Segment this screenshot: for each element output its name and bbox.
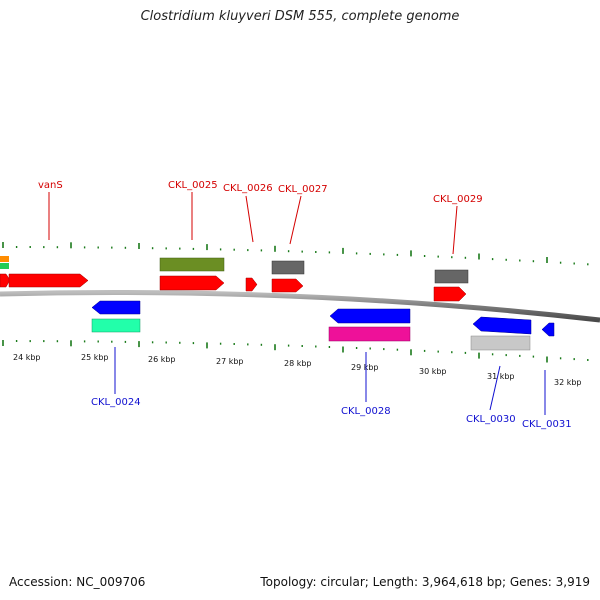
gene-CKL_0029-pseudo[interactable] [434, 269, 469, 284]
gene-label-CKL_0027[interactable]: CKL_0027 [278, 184, 328, 195]
gene-CKL_0024-rna[interactable] [91, 318, 141, 333]
gene-label-vanS[interactable]: vanS [38, 180, 63, 191]
kbp-label: 27 kbp [216, 357, 244, 366]
feature-orange[interactable] [0, 256, 9, 262]
gene-label-CKL_0024[interactable]: CKL_0024 [91, 397, 141, 408]
gene-label-CKL_0030[interactable]: CKL_0030 [466, 414, 516, 425]
gene-CKL_0030-pseudo[interactable] [470, 335, 531, 351]
gene-CKL_0027-pseudo[interactable] [271, 260, 305, 275]
lower-tick-ruler [2, 340, 589, 363]
upper-tick-ruler [2, 242, 589, 266]
gene-CKL_0031[interactable] [541, 322, 555, 337]
gene-CKL_0024[interactable] [91, 300, 141, 315]
reverse-leader-lines [114, 347, 546, 415]
gene-CKL_0026[interactable] [245, 277, 258, 292]
topology-text: Topology: circular; Length: 3,964,618 bp… [260, 575, 590, 589]
gene-label-CKL_0025[interactable]: CKL_0025 [168, 180, 218, 191]
kbp-label: 31 kbp [487, 372, 515, 381]
gene-CKL_0025-rna[interactable] [159, 257, 225, 272]
kbp-label: 24 kbp [13, 353, 41, 362]
kbp-label: 30 kbp [419, 367, 447, 376]
kbp-label: 28 kbp [284, 359, 312, 368]
gene-CKL_0029[interactable] [433, 286, 467, 302]
gene-label-CKL_0028[interactable]: CKL_0028 [341, 406, 391, 417]
gene-CKL_0027[interactable] [271, 278, 304, 293]
kbp-label: 26 kbp [148, 355, 176, 364]
accession-text: Accession: NC_009706 [9, 575, 146, 589]
dna-backbone [0, 289, 600, 323]
gene-label-CKL_0031[interactable]: CKL_0031 [522, 419, 572, 430]
gene-vanS[interactable] [8, 273, 89, 288]
kbp-label: 32 kbp [554, 378, 582, 387]
feature-green[interactable] [0, 263, 9, 269]
gene-label-CKL_0026[interactable]: CKL_0026 [223, 183, 273, 194]
gene-arrow-forward[interactable] [0, 273, 11, 288]
gene-CKL_0028[interactable] [329, 308, 411, 324]
gene-CKL_0025[interactable] [159, 275, 225, 291]
gene-CKL_0028-rna[interactable] [328, 326, 411, 342]
kbp-label: 29 kbp [351, 363, 379, 372]
gene-label-CKL_0029[interactable]: CKL_0029 [433, 194, 483, 205]
kbp-label: 25 kbp [81, 353, 109, 362]
gene-CKL_0030[interactable] [472, 316, 532, 335]
map-title: Clostridium kluyveri DSM 555, complete g… [140, 9, 460, 24]
forward-leader-lines [48, 192, 458, 255]
